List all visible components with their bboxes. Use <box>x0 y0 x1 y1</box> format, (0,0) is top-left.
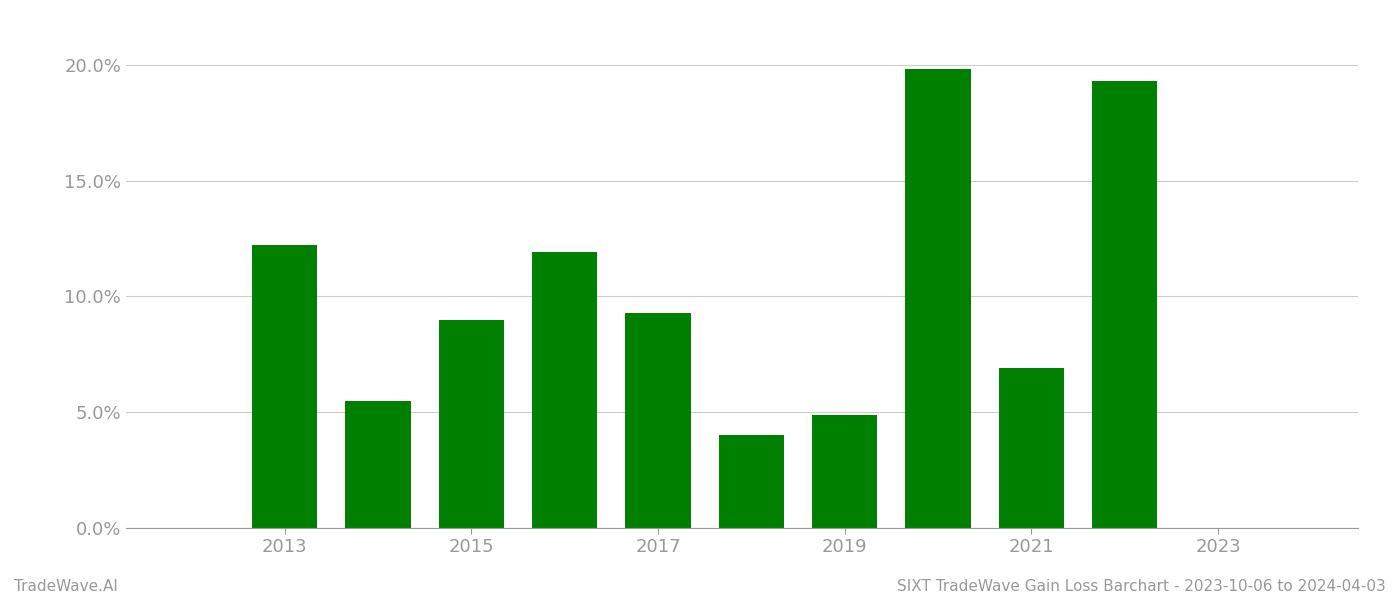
Bar <box>998 368 1064 528</box>
Bar <box>532 253 598 528</box>
Bar <box>718 436 784 528</box>
Bar <box>626 313 690 528</box>
Bar <box>346 401 410 528</box>
Bar <box>438 320 504 528</box>
Bar <box>906 70 970 528</box>
Text: TradeWave.AI: TradeWave.AI <box>14 579 118 594</box>
Text: SIXT TradeWave Gain Loss Barchart - 2023-10-06 to 2024-04-03: SIXT TradeWave Gain Loss Barchart - 2023… <box>897 579 1386 594</box>
Bar <box>252 245 318 528</box>
Bar <box>1092 81 1158 528</box>
Bar <box>812 415 878 528</box>
